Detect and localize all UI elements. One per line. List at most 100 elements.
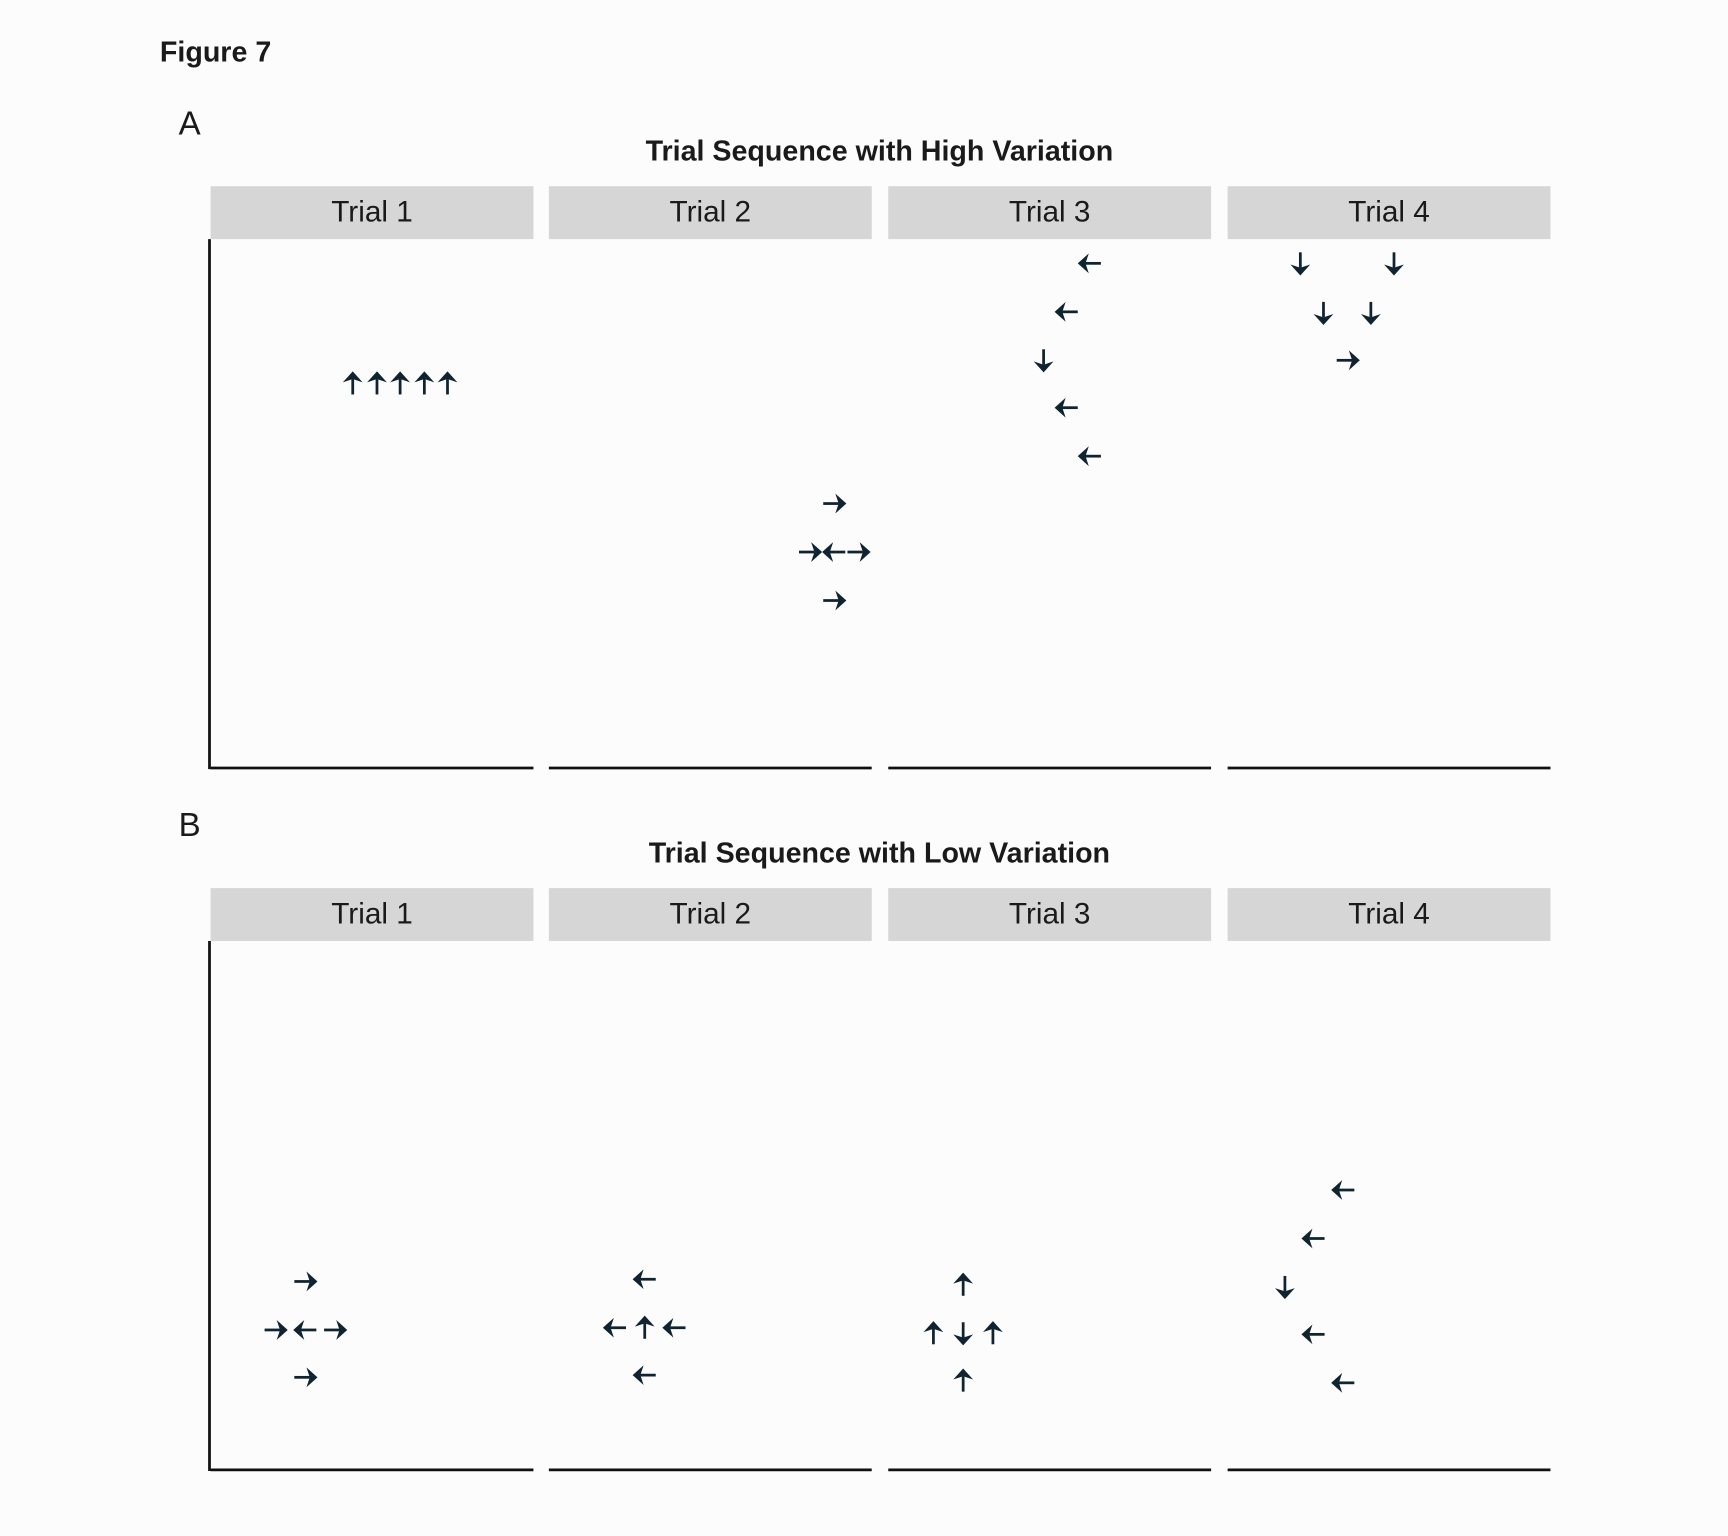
facet-label: Trial 2: [670, 898, 752, 931]
stimulus-arrow: [324, 1320, 348, 1340]
arrow-head: [1301, 1228, 1313, 1249]
facet-strip: [548, 186, 872, 240]
arrow-head: [1331, 1372, 1343, 1393]
facet-label: Trial 3: [1009, 196, 1091, 229]
arrow-head: [953, 1368, 974, 1380]
stimulus-arrow: [822, 542, 846, 562]
stimulus-arrow: [632, 1269, 656, 1290]
arrow-head: [1274, 1288, 1295, 1300]
facet-label: Trial 2: [670, 196, 752, 229]
arrow-head: [822, 542, 834, 562]
stimulus-arrow: [953, 1322, 974, 1346]
stimulus-arrow: [1054, 397, 1078, 418]
arrow-head: [634, 1315, 655, 1327]
stimulus-arrow: [1331, 1180, 1355, 1200]
arrow-head: [1077, 446, 1089, 467]
stimulus-arrow: [342, 371, 363, 395]
stimulus-arrow: [953, 1368, 974, 1392]
facet-strip: [888, 186, 1212, 240]
stimulus-arrow: [294, 1367, 318, 1388]
panel-label: B: [179, 807, 201, 844]
arrow-head: [835, 493, 847, 514]
arrow-head: [342, 371, 363, 383]
stimulus-arrow: [823, 493, 847, 514]
stimulus-arrow: [632, 1365, 656, 1386]
stimulus-arrow: [1313, 301, 1334, 326]
stimulus-arrow: [1360, 301, 1381, 326]
arrow-head: [1348, 350, 1360, 371]
panel-title: Trial Sequence with Low Variation: [649, 838, 1110, 870]
panel-label: A: [179, 105, 201, 142]
arrow-head: [1054, 301, 1066, 322]
stimulus-arrow: [1054, 301, 1078, 322]
stimulus-arrow: [602, 1317, 626, 1338]
stimulus-arrow: [662, 1317, 686, 1338]
arrow-head: [859, 542, 871, 562]
stimulus-arrow: [923, 1321, 944, 1345]
facet-strip: [888, 888, 1212, 941]
stimulus-arrow: [367, 371, 387, 395]
arrow-head: [662, 1317, 674, 1338]
facet-label: Trial 4: [1348, 196, 1430, 229]
stimulus-arrow: [634, 1315, 655, 1339]
facet-strip: [210, 186, 534, 240]
arrow-head: [1360, 314, 1381, 326]
stimulus-arrow: [414, 371, 435, 395]
stimulus-arrow: [1077, 253, 1101, 274]
stimulus-arrow: [798, 542, 823, 562]
facet-strip: [1227, 888, 1551, 941]
arrow-head: [811, 542, 823, 562]
facet-label: Trial 1: [331, 898, 413, 931]
stimulus-arrow: [847, 542, 871, 562]
arrow-head: [414, 371, 435, 383]
stimulus-arrow: [294, 1271, 318, 1292]
arrow-head: [1331, 1180, 1343, 1200]
stimulus-arrow: [823, 590, 847, 611]
arrow-head: [953, 1334, 974, 1346]
arrow-head: [1313, 314, 1334, 326]
arrow-head: [306, 1367, 318, 1388]
stimulus-arrow: [953, 1272, 974, 1296]
arrow-head: [306, 1271, 318, 1292]
stimulus-arrow: [983, 1321, 1003, 1345]
stimulus-arrow: [1301, 1324, 1325, 1345]
stimulus-arrow: [293, 1320, 317, 1340]
facet-label: Trial 1: [331, 196, 413, 229]
arrow-head: [1384, 264, 1404, 276]
arrow-head: [1033, 361, 1054, 373]
arrow-head: [983, 1321, 1003, 1333]
figure-title: Figure 7: [160, 37, 271, 69]
arrow-head: [276, 1320, 288, 1340]
stimulus-arrow: [264, 1320, 288, 1340]
facet-strip: [548, 888, 872, 941]
facet-label: Trial 4: [1348, 898, 1430, 931]
stimulus-arrow: [1331, 1372, 1355, 1393]
arrow-head: [293, 1320, 305, 1340]
stimulus-arrow: [1301, 1228, 1325, 1249]
stimulus-arrow: [437, 371, 458, 395]
arrow-head: [1077, 253, 1089, 274]
stimulus-arrow: [1033, 349, 1054, 373]
facet-label: Trial 3: [1009, 898, 1091, 931]
arrow-head: [336, 1320, 348, 1340]
arrow-head: [835, 590, 847, 611]
facet-strip: [1227, 186, 1551, 240]
arrow-head: [1301, 1324, 1313, 1345]
stimulus-arrow: [1274, 1275, 1295, 1300]
stimulus-arrow: [1384, 252, 1404, 276]
facet-strip: [210, 888, 534, 941]
arrow-head: [1054, 397, 1066, 418]
arrow-head: [390, 371, 411, 383]
arrow-head: [953, 1272, 974, 1284]
stimulus-arrow: [1077, 446, 1101, 467]
arrow-head: [367, 371, 387, 383]
arrow-head: [632, 1269, 644, 1290]
arrow-head: [923, 1321, 944, 1333]
stimulus-arrow: [1336, 350, 1360, 371]
stimulus-arrow: [390, 371, 411, 395]
panel-title: Trial Sequence with High Variation: [646, 136, 1114, 168]
arrow-head: [632, 1365, 644, 1386]
arrow-head: [1290, 264, 1311, 276]
